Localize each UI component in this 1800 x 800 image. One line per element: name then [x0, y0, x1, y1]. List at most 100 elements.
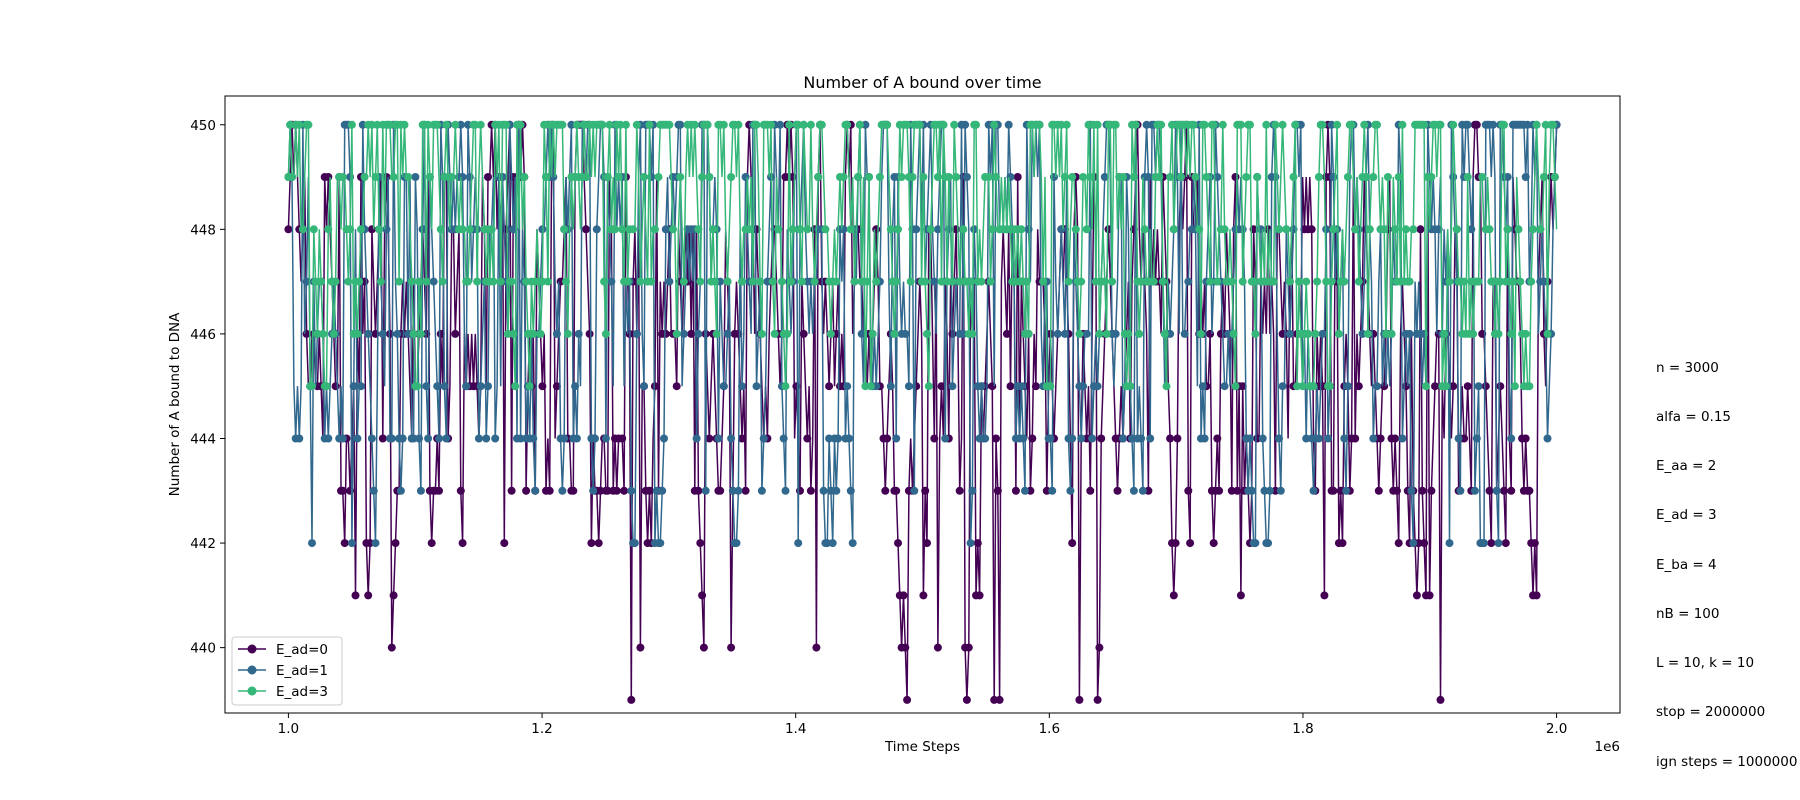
- data-point: [1351, 225, 1360, 234]
- data-point: [295, 434, 304, 443]
- data-point: [899, 591, 908, 600]
- data-point: [1333, 120, 1342, 129]
- data-point: [1024, 225, 1033, 234]
- data-point: [757, 486, 766, 495]
- data-point: [569, 486, 578, 495]
- data-point: [284, 225, 293, 234]
- data-point: [981, 434, 990, 443]
- data-point: [1285, 277, 1294, 286]
- data-point: [338, 486, 347, 495]
- data-point: [1392, 486, 1401, 495]
- data-point: [509, 225, 518, 234]
- data-point: [632, 329, 641, 338]
- data-point: [1343, 173, 1352, 181]
- data-point: [1088, 434, 1097, 443]
- data-point: [988, 382, 997, 391]
- data-point: [1186, 539, 1195, 548]
- data-point: [1463, 173, 1472, 181]
- data-point: [1246, 120, 1254, 129]
- legend-box: [231, 636, 343, 706]
- data-point: [1093, 120, 1102, 129]
- data-point: [395, 277, 404, 286]
- data-point: [1320, 591, 1329, 600]
- data-point: [1131, 120, 1140, 129]
- data-point: [1529, 225, 1537, 234]
- data-point: [398, 434, 407, 443]
- data-point: [1496, 382, 1505, 391]
- data-point: [933, 173, 942, 181]
- data-point: [709, 225, 717, 234]
- data-point: [1082, 329, 1091, 338]
- data-point: [1160, 329, 1169, 338]
- data-point: [630, 539, 639, 548]
- data-point: [1048, 486, 1057, 495]
- data-point: [1340, 277, 1349, 286]
- data-point: [679, 329, 688, 338]
- data-point: [1200, 120, 1209, 129]
- data-point: [855, 120, 864, 129]
- data-point: [881, 486, 890, 495]
- data-point: [1251, 539, 1260, 548]
- data-point: [357, 225, 365, 234]
- data-point: [1521, 434, 1530, 443]
- param-line: n = 3000: [1656, 359, 1719, 376]
- data-point: [872, 225, 881, 234]
- data-point: [1262, 120, 1271, 129]
- data-point: [1013, 173, 1022, 181]
- data-point: [1480, 539, 1488, 548]
- data-point: [1507, 486, 1516, 495]
- data-point: [1307, 225, 1316, 234]
- data-point: [416, 329, 425, 338]
- data-point: [1100, 277, 1109, 286]
- data-point: [924, 382, 933, 391]
- data-point: [672, 329, 681, 338]
- data-point: [921, 486, 930, 495]
- data-point: [1340, 434, 1349, 443]
- data-point: [1420, 539, 1429, 548]
- data-point: [779, 434, 788, 443]
- data-point: [1478, 173, 1487, 181]
- data-point: [600, 277, 609, 286]
- data-point: [462, 382, 471, 391]
- data-point: [650, 225, 659, 234]
- data-point: [1441, 382, 1450, 391]
- data-point: [1021, 486, 1029, 495]
- data-point: [1492, 486, 1501, 495]
- data-point: [1293, 382, 1302, 391]
- data-point: [580, 120, 589, 129]
- data-point: [1329, 225, 1338, 234]
- data-point: [400, 120, 409, 129]
- data-point: [770, 329, 779, 338]
- data-point: [1227, 277, 1236, 286]
- data-point: [435, 434, 443, 443]
- data-point: [812, 643, 821, 652]
- data-point: [861, 120, 870, 129]
- data-point: [324, 173, 333, 181]
- data-point: [1463, 120, 1472, 129]
- data-point: [1206, 329, 1215, 338]
- data-point: [964, 643, 973, 652]
- data-point: [1144, 173, 1153, 181]
- data-point: [1031, 382, 1040, 391]
- data-point: [959, 225, 968, 234]
- data-point: [968, 486, 977, 495]
- data-point: [748, 277, 757, 286]
- data-point: [529, 329, 538, 338]
- data-point: [777, 277, 786, 286]
- data-point: [558, 486, 567, 495]
- data-point: [903, 120, 912, 129]
- data-point: [799, 120, 808, 129]
- data-point: [892, 486, 901, 495]
- data-point: [1536, 225, 1545, 234]
- data-point: [890, 329, 899, 338]
- data-point: [774, 225, 783, 234]
- data-point: [1460, 277, 1469, 286]
- data-point: [562, 277, 570, 286]
- data-point: [587, 539, 596, 548]
- data-point: [286, 120, 295, 129]
- data-point: [1394, 539, 1403, 548]
- data-point: [696, 277, 705, 286]
- y-axis: 440 442 444 446 448 450: [190, 118, 225, 657]
- data-point: [719, 120, 728, 129]
- legend: E_ad=0 E_ad=1 E_ad=3: [231, 636, 343, 706]
